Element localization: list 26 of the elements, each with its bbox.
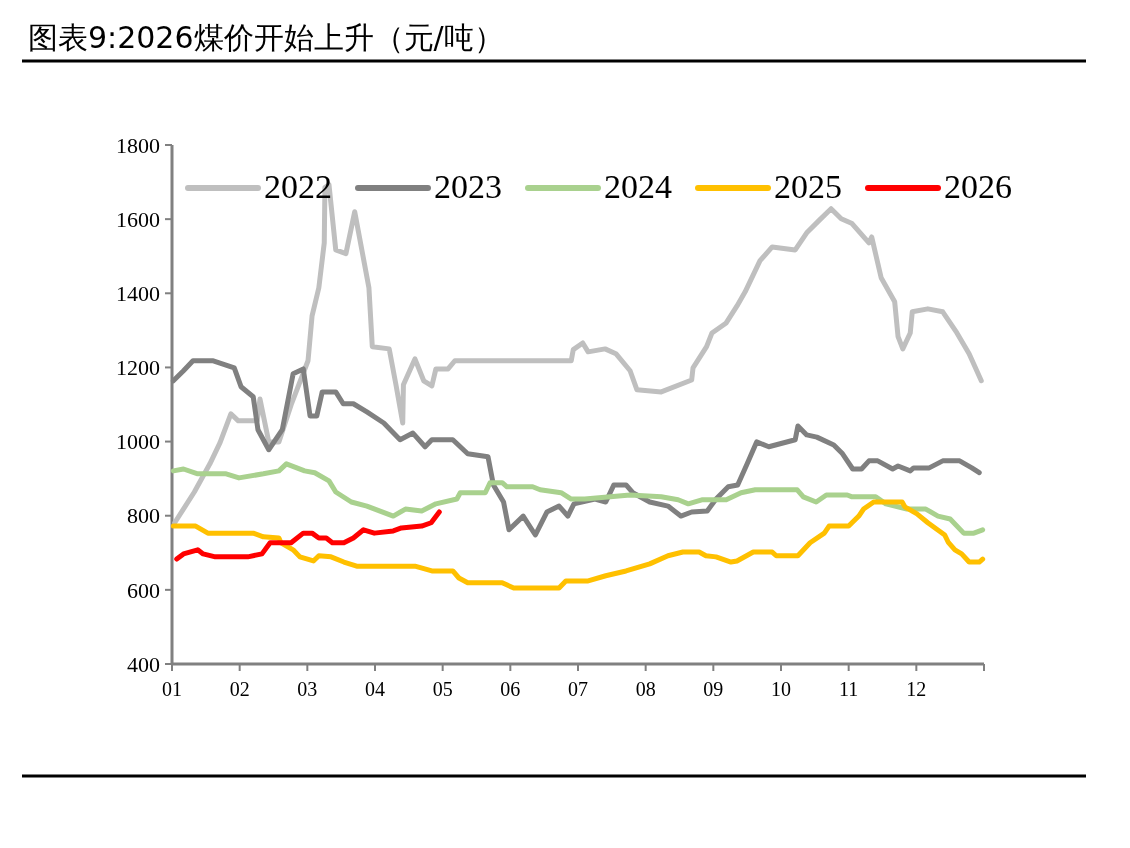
x-tick-label: 08: [635, 678, 656, 700]
x-tick-label: 11: [839, 678, 859, 700]
legend-label: 2025: [774, 168, 842, 205]
y-tick-label: 1200: [116, 355, 160, 381]
x-tick-label: 04: [365, 678, 385, 700]
x-tick-label: 09: [703, 678, 724, 700]
y-tick-label: 1600: [116, 206, 160, 232]
x-tick-label: 07: [568, 678, 588, 700]
x-tick-label: 06: [500, 678, 521, 700]
y-tick-label: 400: [127, 651, 160, 677]
chart-title: 图表9:2026煤价开始上升（元/吨）: [28, 20, 504, 55]
y-tick-label: 800: [127, 503, 160, 529]
legend-label: 2023: [434, 168, 502, 205]
legend-label: 2022: [264, 168, 332, 205]
legend-label: 2024: [604, 168, 672, 205]
y-tick-label: 1800: [116, 132, 160, 158]
x-tick-label: 12: [906, 678, 927, 700]
x-tick-label: 10: [771, 678, 791, 700]
x-tick-label: 02: [229, 678, 250, 700]
y-tick-label: 1000: [116, 429, 160, 455]
legend-label: 2026: [944, 168, 1012, 205]
y-tick-label: 600: [127, 577, 160, 603]
x-tick-label: 01: [162, 678, 182, 700]
x-tick-label: 03: [297, 678, 318, 700]
x-tick-label: 05: [432, 678, 453, 700]
y-tick-label: 1400: [116, 280, 160, 306]
